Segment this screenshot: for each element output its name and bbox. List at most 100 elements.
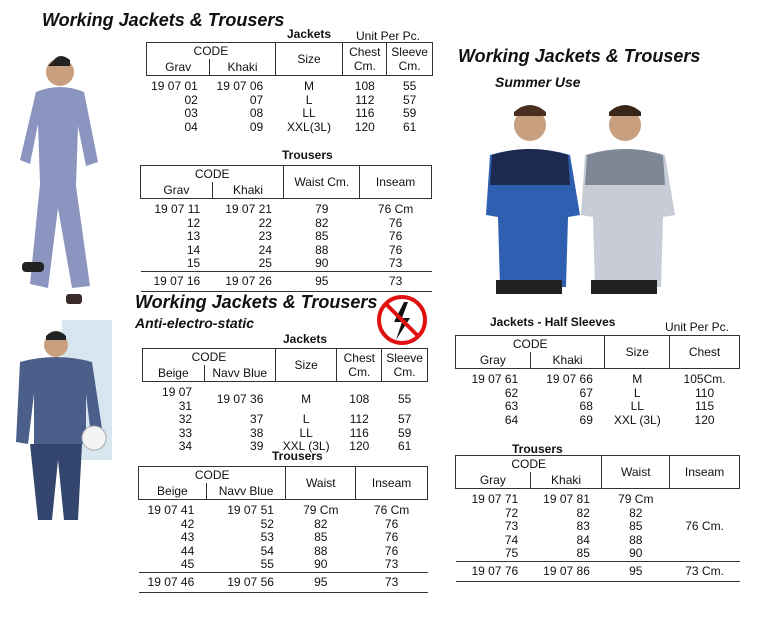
table-row: 19 07 16 19 07 26 95 73 xyxy=(140,270,432,292)
value-cell: XXL (3L) xyxy=(282,439,330,453)
value-cell: 76 Cm xyxy=(377,202,414,216)
table-head: CODE Size Chest Cm. Sleeve Cm. Grav Khaki xyxy=(145,42,433,76)
table-row: 15 25 90 73 xyxy=(141,256,432,271)
value-cell: 73 Cm. xyxy=(669,560,740,582)
table-row: 42 52 82 76 xyxy=(139,516,428,532)
value-cell: 110 xyxy=(695,385,715,400)
code-cell: 03 xyxy=(184,106,198,120)
value-cell: 90 xyxy=(314,557,328,571)
code-cell: 82 xyxy=(576,505,590,520)
value-cell: 55 xyxy=(402,79,417,93)
column-header: Size xyxy=(274,348,338,382)
table-row: 13 23 85 76 xyxy=(141,229,432,244)
code-cell: 38 xyxy=(250,425,264,440)
code-cell: 12 xyxy=(186,215,201,230)
section-subtitle: Summer Use xyxy=(495,74,581,90)
value-cell: 120 xyxy=(694,412,715,427)
code-cell: 23 xyxy=(258,229,272,243)
code-header: CODE xyxy=(137,466,287,483)
value-cell: 76 xyxy=(388,229,403,243)
code-cell: 19 07 66 xyxy=(546,372,593,386)
code-cell: 45 xyxy=(180,557,195,571)
column-header: Inseam xyxy=(359,165,432,199)
table-body: 19 07 31 19 07 36 M 108 55 32 37 L 112 57 33 38 LL 11… xyxy=(143,382,428,454)
code-cell: 42 xyxy=(180,516,195,531)
table-row: 45 55 90 73 xyxy=(139,557,428,572)
table-row: 32 37 L 112 57 xyxy=(143,412,428,427)
column-header: Inseam xyxy=(355,466,428,500)
code-cell: 15 xyxy=(186,256,201,270)
code-cell: 43 xyxy=(180,530,195,544)
table-caption: Jackets - Half Sleeves xyxy=(490,315,616,329)
table-row: 19 07 76 19 07 86 95 73 Cm. xyxy=(455,560,740,582)
value-cell: 112 xyxy=(349,412,369,426)
header-row: CODE Waist Inseam xyxy=(137,466,428,500)
column-header: Size xyxy=(274,42,344,76)
column-header: Waist Cm. xyxy=(283,165,361,199)
code-cell: 19 07 76 xyxy=(455,560,531,582)
value-cell: L xyxy=(633,385,641,400)
code-cell: 85 xyxy=(576,546,590,560)
header-row: CODE Size Chest Cm. Sleeve Cm. xyxy=(146,42,433,76)
code-cell: 25 xyxy=(258,256,272,270)
spec-table: CODE Size Chest Cm. Sleeve Cm. Beige Navv Blu… xyxy=(142,348,428,454)
code-cell: 19 07 56 xyxy=(206,571,286,593)
value-cell: 73 xyxy=(359,270,432,292)
value-cell: 105Cm. xyxy=(683,372,726,386)
code-subheader: Navv Blue xyxy=(203,365,276,382)
code-cell: 44 xyxy=(180,543,195,558)
no-static-icon xyxy=(377,295,427,345)
table-head: CODE Size Chest Cm. Sleeve Cm. Beige Navv Blu… xyxy=(142,348,428,382)
value-cell: 120 xyxy=(354,119,375,134)
value-cell: 73 xyxy=(384,557,399,571)
value-cell: 73 xyxy=(388,256,403,270)
table-body: 19 07 61 19 07 66 M 105Cm. 62 67 L 110 63 68 LL 115… xyxy=(456,369,740,428)
column-header: Chest xyxy=(669,335,740,369)
code-header: CODE xyxy=(139,165,285,182)
column-header: Chest Cm. xyxy=(342,42,388,76)
spec-table: CODE Size Chest Cm. Sleeve Cm. Grav Khaki 19 0… xyxy=(145,42,433,135)
table-row: 34 39 XXL (3L) 120 61 xyxy=(143,439,428,454)
code-cell: 07 xyxy=(249,92,264,107)
table-row: 19 07 71 19 07 81 79 Cm 76 Cm. xyxy=(456,489,740,532)
code-cell: 55 xyxy=(260,557,274,571)
table-body: 19 07 11 19 07 21 79 76 Cm 12 22 82 76 13 23 85 76 1… xyxy=(140,199,432,292)
code-cell: 74 xyxy=(504,532,519,547)
table-head: CODE Size Chest Gray Khaki xyxy=(454,335,740,369)
value-cell: LL xyxy=(302,106,316,120)
value-cell: XXL (3L) xyxy=(613,412,661,427)
value-cell: 57 xyxy=(402,92,417,107)
unit-note: Unit Per Pc. xyxy=(665,320,730,334)
code-cell: 75 xyxy=(504,546,519,560)
value-cell: 82 xyxy=(314,516,328,531)
value-cell: 79 Cm xyxy=(618,492,654,506)
photo-summer xyxy=(486,105,675,294)
code-subheader: Khaki xyxy=(209,59,276,76)
code-cell: 19 07 31 xyxy=(162,385,193,413)
header-row: Gray Khaki xyxy=(455,472,740,489)
column-header: Waist xyxy=(285,466,357,500)
table-row: 12 22 82 76 xyxy=(141,215,432,231)
column-header: Chest Cm. xyxy=(336,348,383,382)
value-cell: 76 xyxy=(384,516,399,531)
value-cell: 85 xyxy=(314,530,328,544)
value-cell: XXL(3L) xyxy=(287,119,332,134)
value-cell: 90 xyxy=(315,256,329,270)
code-cell: 19 07 16 xyxy=(140,270,213,292)
value-cell: 95 xyxy=(283,270,360,292)
table-head: CODE Waist Cm. Inseam Grav Khaki xyxy=(139,165,432,199)
value-cell: 82 xyxy=(629,505,643,520)
code-cell: 19 07 21 xyxy=(225,202,272,216)
table-row: 04 09 XXL(3L) 120 61 xyxy=(147,119,433,135)
value-cell: 88 xyxy=(315,242,329,257)
code-cell: 19 07 01 xyxy=(151,79,198,93)
value-cell: 85 xyxy=(315,229,329,243)
value-cell: 79 Cm xyxy=(303,503,339,517)
value-cell: 82 xyxy=(315,215,329,230)
value-cell: L xyxy=(302,412,310,426)
code-cell: 19 07 86 xyxy=(530,560,602,582)
header-row: CODE Waist Cm. Inseam xyxy=(139,165,432,199)
code-cell: 19 07 06 xyxy=(216,79,264,93)
code-subheader: Grav xyxy=(145,59,211,76)
value-cell: 116 xyxy=(349,425,369,440)
